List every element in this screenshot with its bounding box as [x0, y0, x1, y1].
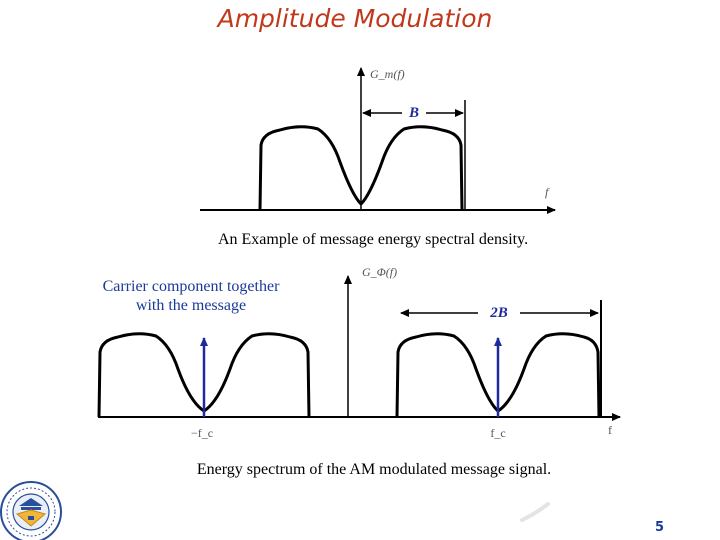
- decorative-swoosh: [520, 502, 550, 522]
- carrier-note: Carrier component together with the mess…: [86, 277, 296, 315]
- top-y-label: G_m(f): [370, 67, 405, 81]
- carrier-note-line1: Carrier component together: [102, 278, 280, 295]
- message-spectrum-figure: G_m(f) f B: [200, 67, 556, 214]
- bottom-bandwidth-label: 2B: [489, 305, 508, 321]
- carrier-note-line2: with the message: [135, 297, 247, 314]
- top-bandwidth-label: B: [408, 105, 419, 121]
- slide-title: Amplitude Modulation: [217, 4, 493, 33]
- university-seal-logo: [0, 481, 62, 540]
- bottom-caption: Energy spectrum of the AM modulated mess…: [197, 461, 551, 478]
- right-carrier-label: f_c: [490, 426, 505, 440]
- am-spectrum-figure: G_Φ(f) f −f_c f_c 2B: [97, 265, 621, 440]
- page-number: 5: [654, 520, 664, 535]
- left-carrier-label: −f_c: [191, 426, 213, 440]
- message-spectrum-curve: [258, 125, 464, 211]
- bottom-y-label: G_Φ(f): [362, 265, 397, 279]
- bottom-x-label: f: [608, 423, 612, 437]
- top-caption: An Example of message energy spectral de…: [218, 231, 528, 248]
- top-x-label: f: [545, 185, 550, 199]
